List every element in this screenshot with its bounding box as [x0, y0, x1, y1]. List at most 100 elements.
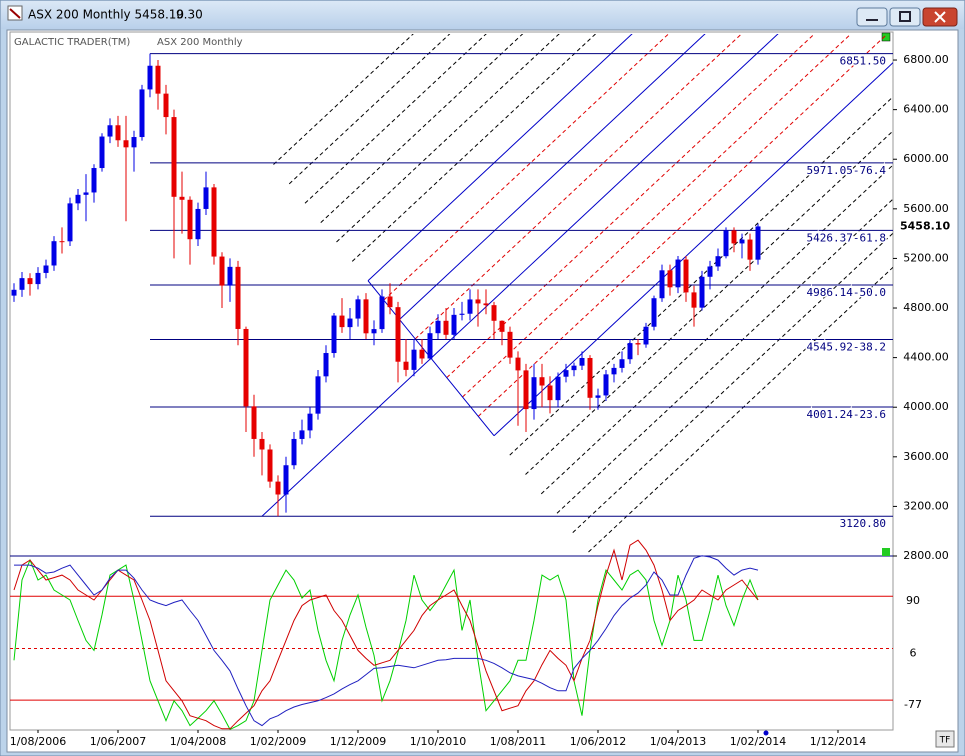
y-tick-label: 3200.00 [903, 499, 949, 512]
indicator-line [13, 539, 759, 730]
minimize-button[interactable] [856, 7, 888, 27]
restore-glyph [899, 11, 911, 22]
candle-body [363, 299, 369, 334]
indicator-line [14, 555, 759, 727]
last-price-label: 5458.10 [900, 219, 950, 232]
candle-body [659, 270, 665, 299]
title-bar [1, 1, 964, 29]
y-tick-label: 6800.00 [903, 53, 949, 66]
candle-body [211, 187, 217, 257]
candle-body [675, 259, 681, 288]
x-tick-label: 1/02/2014 [730, 735, 786, 748]
candle-body [731, 230, 737, 244]
y-tick-label: -77 [904, 698, 922, 711]
candle-body [251, 406, 257, 439]
candle-body [547, 385, 553, 401]
axes: 6800.00 6400.00 6000.00 5600.00 5200.00 4800.… [10, 53, 954, 748]
candle-body [507, 331, 513, 358]
candle-body [539, 377, 545, 386]
last-price-box [898, 219, 954, 234]
level-label: 4545.92-38.2 [807, 341, 886, 354]
candle-body [555, 376, 561, 401]
candle-body [355, 299, 361, 319]
candle-body [51, 241, 57, 266]
candle-body [459, 313, 465, 315]
candle-body [603, 374, 609, 396]
pane-marker[interactable] [881, 32, 891, 42]
y-tick-label: 6000.00 [903, 152, 949, 165]
candle-body [179, 196, 185, 200]
candle-body [187, 199, 193, 240]
x-tick-label: 1/10/2010 [410, 735, 466, 748]
candle-body [395, 307, 401, 362]
candle-body [203, 187, 209, 209]
restore-button[interactable] [889, 7, 921, 27]
candle-body [379, 296, 385, 330]
candle-body [235, 266, 241, 329]
candle-body [739, 239, 745, 244]
y-tick-label: 4400.00 [903, 351, 949, 364]
level-label: 4001.24-23.6 [807, 408, 886, 421]
candle-body [307, 413, 313, 431]
candle-body [139, 89, 145, 138]
candles [11, 53, 761, 517]
x-tick-label: 1/06/2007 [90, 735, 146, 748]
y-tick-label: 6 [910, 646, 917, 659]
level-label: 5971.05-76.4 [807, 164, 887, 177]
candle-body [315, 376, 321, 414]
indicator [10, 539, 893, 730]
candle-body [91, 168, 97, 193]
candle-body [115, 125, 121, 141]
candle-body [715, 256, 721, 267]
candle-body [291, 438, 297, 466]
candle-body [267, 449, 273, 482]
candle-body [619, 359, 625, 368]
candle-body [563, 370, 569, 377]
y-tick-label: 5200.00 [903, 251, 949, 264]
tf-button[interactable] [935, 730, 955, 748]
candle-body [331, 315, 337, 354]
candle-body [75, 194, 81, 204]
window-value: 9.30 [176, 8, 203, 22]
candle-body [339, 315, 345, 328]
candle-body [99, 136, 105, 169]
candle-body [83, 192, 89, 195]
candle-body [523, 370, 529, 410]
candle-body [419, 349, 425, 359]
indicator-line [13, 558, 759, 730]
candle-body [651, 298, 657, 327]
tf-button-label[interactable]: TF [939, 736, 951, 746]
candle-body [747, 239, 753, 260]
candle-body [467, 299, 473, 314]
candle-body [435, 320, 441, 334]
candle-body [259, 438, 265, 450]
candle-body [683, 259, 689, 293]
candle-body [27, 278, 33, 285]
level-label: 5426.37-61.8 [807, 231, 886, 244]
x-tick-label: 1/12/2014 [810, 735, 866, 748]
y-tick-label: 3600.00 [903, 450, 949, 463]
candle-body [11, 289, 17, 296]
plot-border [9, 31, 894, 731]
candle-body [171, 117, 177, 197]
candle-body [451, 314, 457, 335]
candle-body [283, 465, 289, 495]
candle-body [43, 265, 49, 273]
candle-body [579, 357, 585, 366]
pitchfork-line [261, 34, 779, 517]
candle-body [427, 333, 433, 359]
y-tick-label: 4000.00 [903, 400, 949, 413]
x-tick-label: 1/08/2011 [490, 735, 546, 748]
candle-body [475, 299, 481, 304]
close-glyph [934, 11, 946, 23]
x-tick-label: 1/08/2006 [10, 735, 66, 748]
candle-body [243, 328, 249, 407]
candle-body [347, 318, 353, 328]
pane-marker[interactable] [882, 548, 890, 556]
y-tick-label: 4800.00 [903, 301, 949, 314]
candle-body [275, 481, 281, 495]
candle-body [195, 208, 201, 240]
candle-body [531, 377, 537, 410]
level-label: 3120.80 [840, 517, 886, 530]
